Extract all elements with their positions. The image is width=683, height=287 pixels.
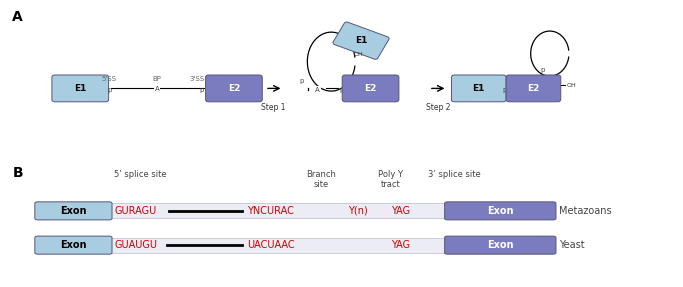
Text: 5'SS: 5'SS (102, 76, 117, 82)
Text: A: A (155, 86, 159, 92)
Text: GUAUGU: GUAUGU (115, 240, 158, 250)
FancyBboxPatch shape (333, 22, 389, 59)
FancyBboxPatch shape (38, 238, 553, 253)
Text: E1: E1 (473, 84, 485, 93)
Text: OH: OH (567, 83, 576, 88)
Text: B: B (12, 166, 23, 180)
Text: OH: OH (354, 52, 363, 57)
FancyBboxPatch shape (35, 202, 112, 220)
Text: 5’ splice site: 5’ splice site (113, 170, 167, 179)
FancyBboxPatch shape (342, 75, 399, 102)
Text: Metazoans: Metazoans (559, 206, 611, 216)
Text: A: A (12, 10, 23, 24)
Text: YAG: YAG (391, 240, 410, 250)
Text: Branch
site: Branch site (306, 170, 336, 189)
FancyBboxPatch shape (52, 75, 109, 102)
FancyBboxPatch shape (506, 75, 561, 102)
Text: Exon: Exon (60, 240, 87, 250)
Text: E1: E1 (355, 36, 367, 45)
Text: p: p (107, 87, 111, 93)
Text: Step 1: Step 1 (261, 103, 285, 113)
Text: A: A (541, 82, 545, 88)
Text: p: p (199, 87, 204, 93)
Text: p: p (339, 87, 344, 93)
FancyBboxPatch shape (38, 203, 553, 218)
Text: Exon: Exon (60, 206, 87, 216)
Text: Step 2: Step 2 (426, 103, 451, 113)
Text: Poly Y
tract: Poly Y tract (378, 170, 403, 189)
Text: A: A (316, 87, 320, 93)
Text: E2: E2 (227, 84, 240, 93)
FancyBboxPatch shape (451, 75, 506, 102)
Text: YNCURAC: YNCURAC (247, 206, 294, 216)
Text: 3'SS: 3'SS (189, 76, 204, 82)
Text: UACUAAC: UACUAAC (247, 240, 295, 250)
Text: 3’ splice site: 3’ splice site (428, 170, 481, 179)
FancyBboxPatch shape (445, 202, 556, 220)
Text: Exon: Exon (487, 206, 514, 216)
Text: +: + (545, 90, 555, 100)
Text: BP: BP (153, 76, 161, 82)
Text: E2: E2 (527, 84, 540, 93)
Text: p: p (300, 78, 304, 84)
Text: E2: E2 (364, 84, 377, 93)
FancyBboxPatch shape (35, 236, 112, 254)
Text: Exon: Exon (487, 240, 514, 250)
Text: YAG: YAG (391, 206, 410, 216)
FancyBboxPatch shape (206, 75, 262, 102)
Text: E1: E1 (74, 84, 87, 93)
Text: p: p (503, 87, 507, 93)
Text: Yeast: Yeast (559, 240, 585, 250)
Text: p: p (541, 67, 545, 73)
FancyBboxPatch shape (445, 236, 556, 254)
Text: Y(n): Y(n) (348, 206, 368, 216)
Text: GURAGU: GURAGU (115, 206, 157, 216)
